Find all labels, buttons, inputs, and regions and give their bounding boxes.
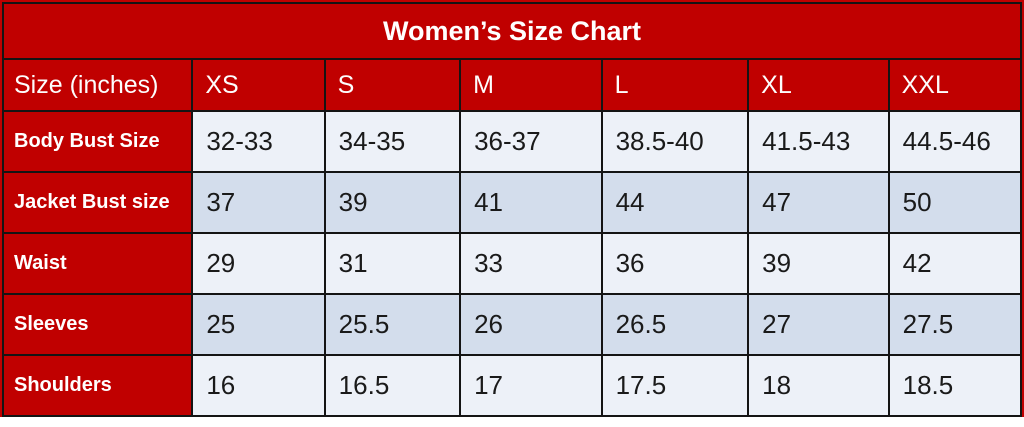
- size-value-cell: 26.5: [600, 293, 750, 356]
- size-value-cell: 41: [459, 171, 603, 234]
- size-value-cell: 42: [887, 232, 1023, 295]
- size-value-cell: 26: [459, 293, 603, 356]
- size-value-cell: 44: [600, 171, 750, 234]
- size-value-cell: 36: [600, 232, 750, 295]
- header-l: L: [600, 58, 750, 112]
- size-value-cell: 25.5: [323, 293, 462, 356]
- header-xxl: XXL: [887, 58, 1023, 112]
- size-value-cell: 34-35: [323, 110, 462, 173]
- header-size-inches: Size (inches): [1, 58, 194, 112]
- table-row-shoulders: Shoulders 16 16.5 17 17.5 18 18.5: [1, 354, 1023, 417]
- row-label-waist: Waist: [1, 232, 194, 295]
- row-label-jacket-bust: Jacket Bust size: [1, 171, 194, 234]
- size-value-cell: 50: [887, 171, 1023, 234]
- size-value-cell: 31: [323, 232, 462, 295]
- header-xl: XL: [747, 58, 890, 112]
- table-row-body-bust: Body Bust Size 32-33 34-35 36-37 38.5-40…: [1, 110, 1023, 173]
- size-value-cell: 16: [191, 354, 326, 417]
- row-label-sleeves: Sleeves: [1, 293, 194, 356]
- size-value-cell: 25: [191, 293, 326, 356]
- size-value-cell: 47: [747, 171, 890, 234]
- size-value-cell: 17.5: [600, 354, 750, 417]
- header-s: S: [323, 58, 462, 112]
- row-label-body-bust: Body Bust Size: [1, 110, 194, 173]
- size-value-cell: 36-37: [459, 110, 603, 173]
- size-value-cell: 44.5-46: [887, 110, 1023, 173]
- size-value-cell: 41.5-43: [747, 110, 890, 173]
- size-value-cell: 17: [459, 354, 603, 417]
- size-value-cell: 27.5: [887, 293, 1023, 356]
- size-value-cell: 38.5-40: [600, 110, 750, 173]
- size-value-cell: 33: [459, 232, 603, 295]
- header-m: M: [459, 58, 603, 112]
- size-value-cell: 18.5: [887, 354, 1023, 417]
- size-value-cell: 39: [323, 171, 462, 234]
- size-chart-table: Women’s Size Chart Size (inches) XS S M …: [1, 2, 1023, 417]
- header-row: Size (inches) XS S M L XL XXL: [1, 58, 1023, 112]
- size-value-cell: 27: [747, 293, 890, 356]
- size-value-cell: 16.5: [323, 354, 462, 417]
- header-xs: XS: [191, 58, 326, 112]
- size-value-cell: 29: [191, 232, 326, 295]
- chart-title: Women’s Size Chart: [2, 2, 1022, 60]
- size-value-cell: 39: [747, 232, 890, 295]
- table-row-jacket-bust: Jacket Bust size 37 39 41 44 47 50: [1, 171, 1023, 234]
- row-label-shoulders: Shoulders: [1, 354, 194, 417]
- size-value-cell: 18: [747, 354, 890, 417]
- table-row-waist: Waist 29 31 33 36 39 42: [1, 232, 1023, 295]
- size-value-cell: 32-33: [191, 110, 326, 173]
- table-row-sleeves: Sleeves 25 25.5 26 26.5 27 27.5: [1, 293, 1023, 356]
- title-row: Women’s Size Chart: [2, 2, 1022, 60]
- size-value-cell: 37: [191, 171, 326, 234]
- size-chart-container: Women’s Size Chart Size (inches) XS S M …: [0, 0, 1024, 417]
